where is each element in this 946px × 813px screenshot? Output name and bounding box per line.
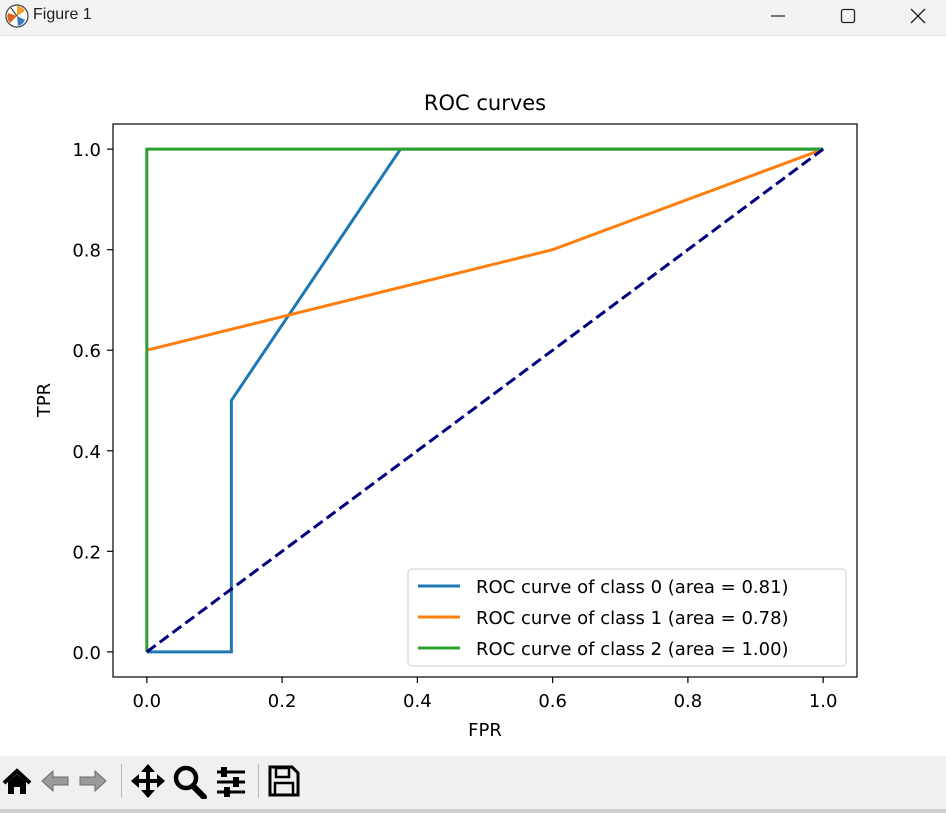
- matplotlib-icon: [5, 4, 29, 28]
- back-icon: [41, 769, 69, 793]
- window-title: Figure 1: [33, 6, 92, 23]
- zoom-icon: [173, 765, 207, 799]
- series-line-class-1: [146, 147, 824, 352]
- y-axis-label: TPR: [34, 383, 55, 418]
- save-icon: [268, 765, 300, 797]
- save-button[interactable]: [266, 763, 302, 799]
- navigation-toolbar: [0, 756, 946, 813]
- x-tick-label: 0.4: [403, 691, 432, 712]
- y-tick-label: 0.8: [72, 241, 101, 262]
- minimize-icon: [771, 15, 785, 17]
- close-icon: [910, 8, 926, 24]
- legend-box: [407, 568, 847, 667]
- x-tick-label: 0.2: [268, 691, 297, 712]
- x-tick-label: 0.6: [538, 691, 567, 712]
- y-tick-label: 0.6: [72, 341, 101, 362]
- minimize-button[interactable]: [748, 0, 808, 32]
- pan-button[interactable]: [130, 763, 166, 799]
- y-tick-label: 1.0: [72, 140, 101, 161]
- forward-button[interactable]: [78, 763, 108, 799]
- forward-icon: [79, 769, 107, 793]
- y-tick-label: 0.4: [72, 442, 101, 463]
- home-icon: [2, 768, 32, 794]
- chart-title: ROC curves: [424, 91, 546, 115]
- back-button[interactable]: [40, 763, 70, 799]
- zoom-button[interactable]: [172, 763, 208, 799]
- figure-canvas[interactable]: ROC curves 0.0 0.2 0.4 0.6 0.8 1.0 0.0 0.2 0.4 0.…: [0, 36, 946, 756]
- y-tick-label: 0.2: [72, 542, 101, 563]
- reference-diagonal-line: [145, 147, 825, 654]
- title-bar: Figure 1: [0, 0, 946, 36]
- legend: ROC curve of class 0 (area = 0.81) ROC cu…: [407, 568, 847, 667]
- x-axis-label: FPR: [468, 720, 502, 741]
- toolbar-separator: [258, 764, 259, 798]
- series-line-class-2: [145, 147, 824, 652]
- close-button[interactable]: [888, 0, 946, 32]
- y-tick-label: 0.0: [72, 643, 101, 664]
- maximize-button[interactable]: [818, 0, 878, 32]
- legend-label: ROC curve of class 0 (area = 0.81): [476, 577, 789, 598]
- x-tick-label: 0.0: [132, 691, 161, 712]
- plot-area: [112, 123, 858, 678]
- maximize-icon: [840, 8, 856, 24]
- pan-icon: [131, 764, 165, 798]
- legend-label: ROC curve of class 2 (area = 1.00): [476, 639, 789, 660]
- x-tick-label: 1.0: [809, 691, 838, 712]
- configure-subplots-button[interactable]: [214, 763, 250, 799]
- x-tick-label: 0.8: [674, 691, 703, 712]
- configure-subplots-icon: [217, 767, 245, 797]
- legend-label: ROC curve of class 1 (area = 0.78): [476, 608, 789, 629]
- home-button[interactable]: [2, 763, 32, 799]
- toolbar-separator: [121, 764, 122, 798]
